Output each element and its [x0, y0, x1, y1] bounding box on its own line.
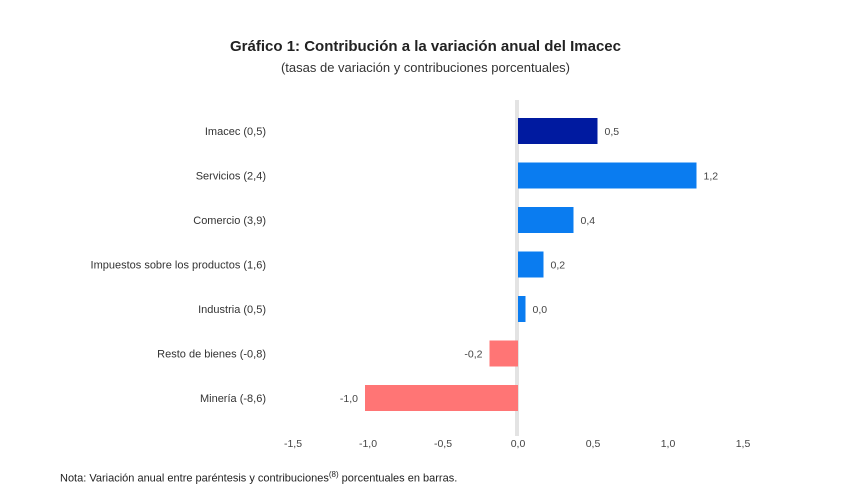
category-label: Comercio (3,9): [193, 215, 266, 227]
value-label: -0,2: [464, 349, 482, 361]
x-tick-label: -1,0: [359, 438, 377, 450]
x-tick-label: -0,5: [434, 438, 452, 450]
bar: [518, 118, 598, 144]
value-label: -1,0: [340, 393, 358, 405]
chart-subtitle: (tasas de variación y contribuciones por…: [280, 60, 571, 75]
bar: [518, 296, 526, 322]
category-label: Imacec (0,5): [205, 126, 266, 138]
category-label: Servicios (2,4): [196, 171, 266, 183]
value-label: 0,4: [581, 215, 596, 227]
note-text: Nota: Variación anual entre paréntesis y…: [60, 472, 329, 485]
category-label: Industria (0,5): [198, 304, 266, 316]
category-label: Impuestos sobre los productos (1,6): [91, 260, 266, 272]
x-tick-label: 1,0: [661, 438, 676, 450]
bar: [489, 340, 518, 367]
note-text-suffix: porcentuales en barras.: [338, 472, 458, 485]
zero-axis-line: [515, 100, 519, 436]
chart-note: Nota: Variación anual entre paréntesis y…: [60, 470, 457, 485]
note-footnote-ref: (8): [328, 470, 339, 479]
value-label: 1,2: [704, 171, 719, 183]
x-tick-label: -1,5: [284, 438, 302, 450]
bar: [518, 207, 574, 233]
value-label: 0,0: [533, 304, 548, 316]
value-label: 0,5: [605, 126, 620, 138]
value-label: 0,2: [551, 260, 566, 272]
bar: [365, 385, 518, 411]
x-tick-label: 1,5: [736, 438, 751, 450]
x-tick-label: 0,5: [586, 438, 601, 450]
bar: [518, 162, 697, 189]
chart-title: Gráfico 1: Contribución a la variación a…: [230, 38, 621, 55]
category-label: Resto de bienes (-0,8): [157, 349, 266, 361]
category-label: Minería (-8,6): [200, 393, 266, 405]
bar: [518, 251, 544, 278]
x-tick-label: 0,0: [511, 438, 526, 450]
